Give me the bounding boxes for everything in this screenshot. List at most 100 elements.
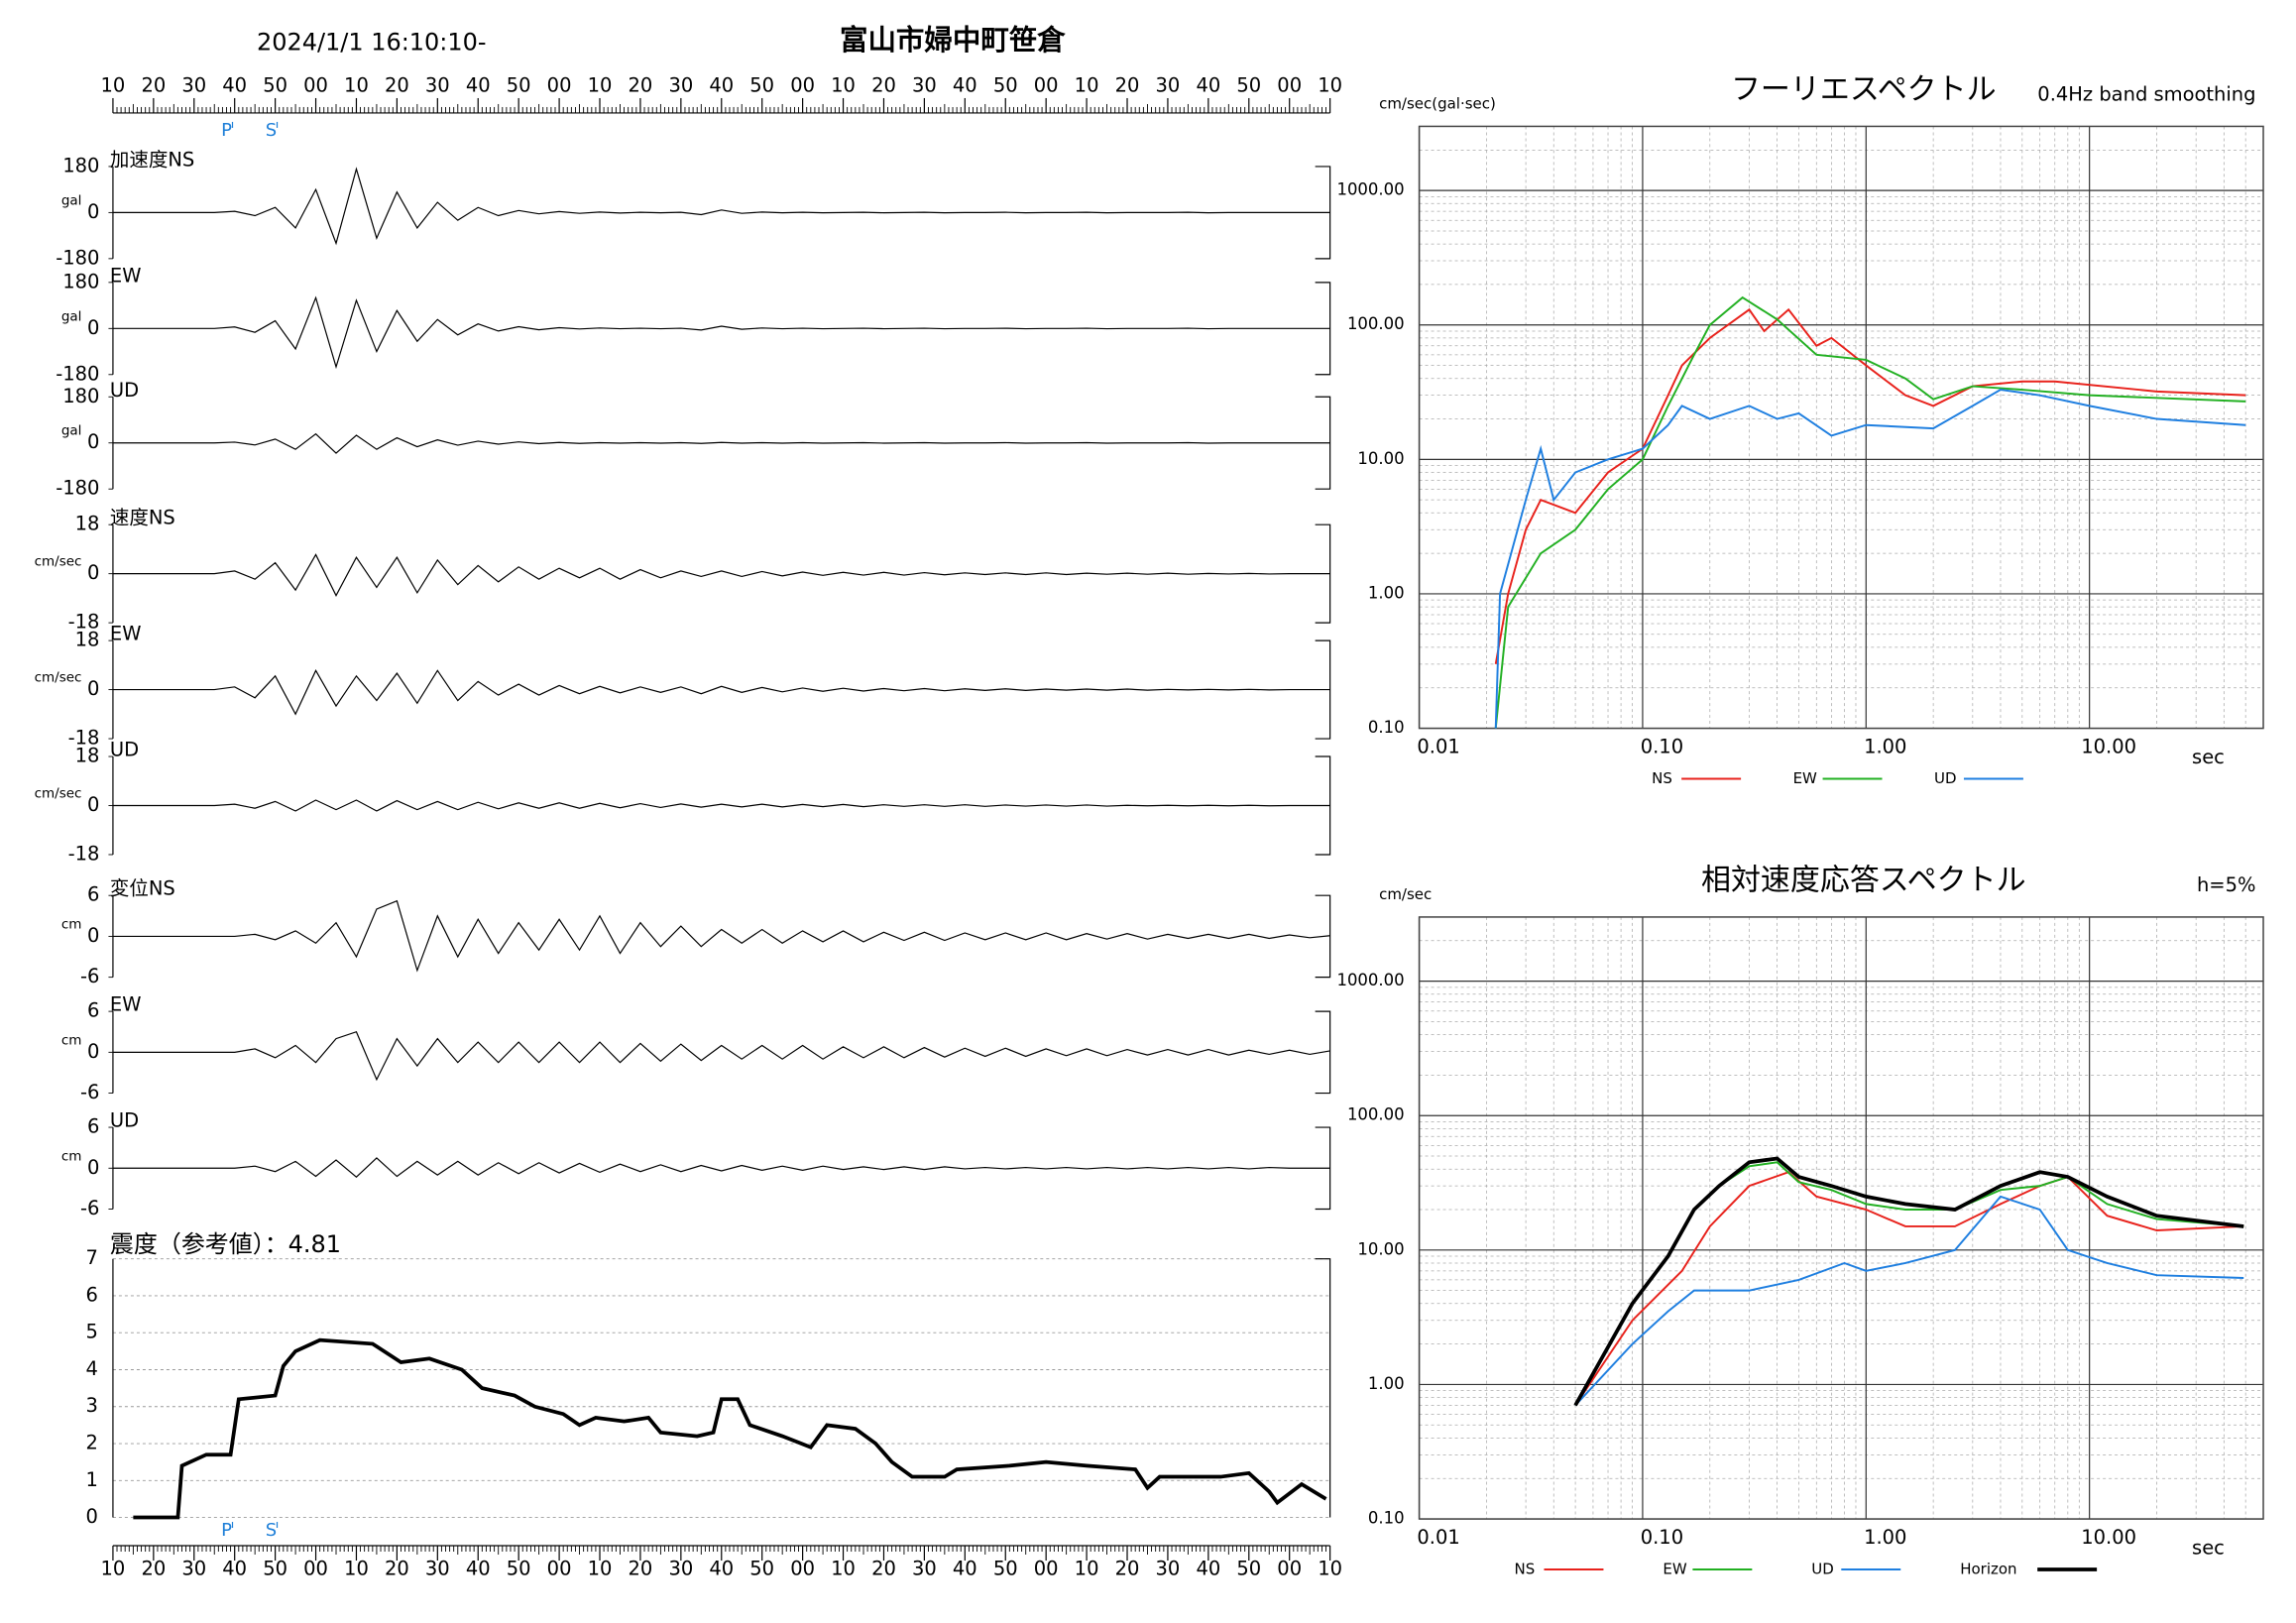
panel-label: 加速度NS xyxy=(110,148,194,171)
panel-unit: cm/sec xyxy=(35,554,82,570)
x-tick-label: 30 xyxy=(668,73,693,96)
y-tick-label: 18 xyxy=(75,513,100,535)
x-tick-label: 10.00 xyxy=(2081,1526,2136,1549)
x-tick-label: 40 xyxy=(466,1558,491,1580)
y-tick-label: 7 xyxy=(86,1246,98,1269)
intensity-line xyxy=(133,1337,1327,1520)
x-tick-label: 50 xyxy=(993,1558,1018,1580)
legend-label: UD xyxy=(1934,769,1957,787)
y-tick-label: 180 xyxy=(62,270,99,292)
y-tick-label: 6 xyxy=(86,1283,98,1306)
spectrum-line xyxy=(1574,1195,2244,1407)
panel-right-bracket xyxy=(1315,1010,1331,1095)
y-tick-label: 180 xyxy=(62,385,99,407)
legend-label: UD xyxy=(1811,1561,1834,1578)
legend-label: NS xyxy=(1652,769,1672,787)
x-tick-label: 0.10 xyxy=(1641,736,1683,758)
x-tick-label: 10 xyxy=(831,1558,856,1580)
x-tick-label: 0.01 xyxy=(1417,736,1459,758)
y-tick-label: 0 xyxy=(87,677,99,700)
x-tick-label: 00 xyxy=(1277,1558,1302,1580)
waveform-trace xyxy=(112,295,1330,370)
x-tick-label: 20 xyxy=(141,1558,166,1580)
y-tick-label: 0 xyxy=(87,561,99,584)
x-tick-label: 10 xyxy=(101,73,126,96)
x-tick-label: 00 xyxy=(1034,73,1059,96)
y-tick-label: 10.00 xyxy=(1357,449,1404,468)
x-tick-label: 00 xyxy=(790,1558,815,1580)
y-tick-label: -18 xyxy=(68,611,100,634)
legend-label: NS xyxy=(1515,1561,1536,1578)
x-tick-label: 10 xyxy=(101,1558,126,1580)
x-tick-label: 20 xyxy=(385,73,409,96)
x-tick-label: 30 xyxy=(1156,73,1181,96)
y-tick-label: -18 xyxy=(68,842,100,865)
x-tick-label: 40 xyxy=(466,73,491,96)
record-time: 2024/1/1 16:10:10- xyxy=(257,29,487,57)
x-tick-label: 30 xyxy=(1156,1558,1181,1580)
y-tick-label: 6 xyxy=(87,883,99,906)
annotation: h=5% xyxy=(2197,873,2256,896)
x-tick-label: 10 xyxy=(1075,73,1099,96)
y-tick-label: 0 xyxy=(87,1156,99,1179)
x-tick-label: 40 xyxy=(1196,1558,1220,1580)
plot-frame xyxy=(1418,916,2264,1520)
y-tick-label: -180 xyxy=(56,246,99,269)
x-tick-label: 30 xyxy=(912,1558,937,1580)
y-tick-label: 1000.00 xyxy=(1336,971,1404,989)
spectrum-line xyxy=(1494,307,2246,665)
spectrum-line xyxy=(1574,1161,2244,1406)
plot-frame xyxy=(1418,125,2264,730)
y-tick-label: 1.00 xyxy=(1368,583,1405,602)
y-tick-label: 100.00 xyxy=(1347,314,1405,333)
x-tick-label: 20 xyxy=(629,73,653,96)
x-tick-label: 20 xyxy=(141,73,166,96)
x-tick-label: 00 xyxy=(790,73,815,96)
y-tick-label: -6 xyxy=(80,965,99,987)
x-tick-label: 30 xyxy=(181,73,206,96)
phase-label: S xyxy=(266,1520,277,1541)
x-tick-label: 50 xyxy=(1236,73,1261,96)
y-tick-label: 0 xyxy=(87,430,99,453)
y-axis-label: cm/sec xyxy=(1379,885,1432,903)
x-tick-label: 50 xyxy=(993,73,1018,96)
x-tick-label: 10 xyxy=(588,73,613,96)
y-tick-label: 100.00 xyxy=(1347,1105,1405,1124)
phase-label: P xyxy=(221,120,232,141)
x-tick-label: 20 xyxy=(1115,73,1140,96)
y-tick-label: 6 xyxy=(87,1115,99,1138)
x-tick-label: 30 xyxy=(425,73,450,96)
y-tick-label: 0.10 xyxy=(1368,718,1405,737)
panel-label: UD xyxy=(110,739,139,761)
y-tick-label: 0 xyxy=(87,793,99,816)
waveform-trace xyxy=(112,167,1330,246)
y-axis-label: cm/sec(gal·sec) xyxy=(1379,94,1496,112)
y-tick-label: 3 xyxy=(86,1394,98,1417)
x-tick-label: 1.00 xyxy=(1864,736,1906,758)
y-tick-label: -180 xyxy=(56,362,99,385)
intensity-title: 震度（参考値）：4.81 xyxy=(110,1230,341,1258)
x-tick-label: 10 xyxy=(1075,1558,1099,1580)
x-tick-label: 40 xyxy=(953,1558,977,1580)
spectrum-line xyxy=(1573,1156,2244,1407)
x-tick-label: 40 xyxy=(222,1558,247,1580)
x-tick-label: 50 xyxy=(507,73,531,96)
y-tick-label: -6 xyxy=(80,1081,99,1103)
y-tick-label: 0 xyxy=(87,924,99,947)
phase-label: S xyxy=(266,120,277,141)
x-tick-label: 30 xyxy=(181,1558,206,1580)
x-tick-label: 50 xyxy=(507,1558,531,1580)
x-tick-label: 50 xyxy=(263,1558,287,1580)
y-tick-label: 6 xyxy=(87,999,99,1022)
x-tick-label: 10 xyxy=(588,1558,613,1580)
panel-unit: gal xyxy=(61,423,82,439)
spectrum-line xyxy=(1494,389,2246,729)
panel-label: UD xyxy=(110,1109,139,1132)
y-tick-label: 1000.00 xyxy=(1336,180,1404,199)
panel-unit: cm xyxy=(61,1148,82,1164)
x-tick-label: 30 xyxy=(668,1558,693,1580)
x-tick-label: 40 xyxy=(222,73,247,96)
x-tick-label: 20 xyxy=(871,73,896,96)
legend-label: Horizon xyxy=(1960,1561,2016,1578)
x-tick-label: 00 xyxy=(303,73,328,96)
